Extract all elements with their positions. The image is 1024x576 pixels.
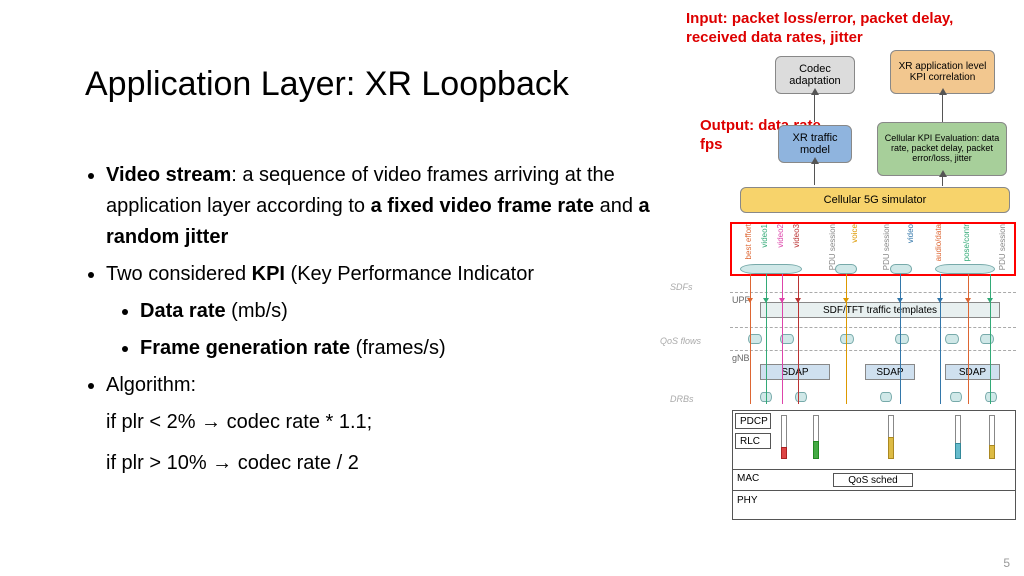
arrowhead-icon bbox=[897, 298, 903, 303]
text: Video stream bbox=[106, 164, 231, 186]
box-simulator: Cellular 5G simulator bbox=[740, 187, 1010, 213]
buffer-icon bbox=[955, 443, 961, 459]
sdf-label: voice bbox=[850, 224, 859, 243]
text: KPI bbox=[252, 263, 285, 285]
ellipse-icon bbox=[890, 264, 912, 274]
text: and bbox=[594, 195, 638, 217]
flow-line bbox=[940, 274, 941, 404]
algo-line-1: if plr < 2% → codec rate * 1.1; bbox=[106, 407, 660, 438]
label-sdfs: SDFs bbox=[670, 282, 693, 292]
bullet-algorithm: Algorithm: bbox=[106, 370, 660, 401]
bullet-data-rate: Data rate (mb/s) bbox=[140, 296, 660, 327]
sdf-label: PDU session bbox=[882, 224, 891, 270]
flow-line bbox=[782, 274, 783, 404]
ellipse-icon bbox=[895, 334, 909, 344]
flow-line bbox=[798, 274, 799, 404]
arrowhead-icon bbox=[795, 298, 801, 303]
ellipse-icon bbox=[935, 264, 995, 274]
label-gnb: gNB bbox=[732, 353, 750, 363]
arrowhead-icon bbox=[747, 298, 753, 303]
label-qos: QoS flows bbox=[660, 336, 701, 346]
arrowhead-icon bbox=[987, 298, 993, 303]
ellipse-icon bbox=[945, 334, 959, 344]
sdf-label: audio/data bbox=[934, 224, 943, 261]
sdf-label: PDU session bbox=[828, 224, 837, 270]
input-note: Input: packet loss/error, packet delay, … bbox=[686, 10, 1006, 48]
arrowhead-icon bbox=[843, 298, 849, 303]
label-drbs: DRBs bbox=[670, 394, 694, 404]
sdf-label: video2 bbox=[776, 224, 785, 248]
box-sdap-2: SDAP bbox=[865, 364, 915, 380]
buffer-icon bbox=[888, 437, 894, 459]
sdf-label: PDU session bbox=[998, 224, 1007, 270]
ellipse-icon bbox=[880, 392, 892, 402]
arrow-icon bbox=[814, 94, 815, 122]
box-sdf-tft: SDF/TFT traffic templates bbox=[760, 302, 1000, 318]
sdf-label: video1 bbox=[760, 224, 769, 248]
box-sdap-3: SDAP bbox=[945, 364, 1000, 380]
text: (mb/s) bbox=[226, 300, 288, 322]
flow-line bbox=[990, 274, 991, 404]
ellipse-icon bbox=[980, 334, 994, 344]
sdf-label: pose/contr bbox=[962, 224, 971, 261]
arrowhead-icon bbox=[779, 298, 785, 303]
buffer-icon bbox=[813, 441, 819, 459]
box-sdap-1: SDAP bbox=[760, 364, 830, 380]
arrow-icon bbox=[942, 94, 943, 122]
ellipse-icon bbox=[740, 264, 802, 274]
flow-line bbox=[968, 274, 969, 404]
label-rlc: RLC bbox=[735, 433, 771, 449]
label-pdcp: PDCP bbox=[735, 413, 771, 429]
flow-line bbox=[846, 274, 847, 404]
box-cellular-kpi: Cellular KPI Evaluation: data rate, pack… bbox=[877, 122, 1007, 176]
text: a fixed video frame rate bbox=[371, 195, 594, 217]
arrow-icon bbox=[814, 163, 815, 185]
label-phy: PHY bbox=[737, 495, 758, 506]
sdf-label: best effort bbox=[744, 224, 753, 259]
algo-line-2: if plr > 10% → codec rate / 2 bbox=[106, 448, 660, 479]
flow-line bbox=[750, 274, 751, 404]
bullet-fgr: Frame generation rate (frames/s) bbox=[140, 333, 660, 364]
sdf-label: video3 bbox=[792, 224, 801, 248]
box-qos-sched: QoS sched bbox=[833, 473, 913, 487]
ellipse-icon bbox=[835, 264, 857, 274]
architecture-diagram: Codec adaptation XR application level KP… bbox=[700, 50, 1020, 550]
ellipse-icon bbox=[950, 392, 962, 402]
slide-title: Application Layer: XR Loopback bbox=[85, 65, 569, 104]
text: Two considered bbox=[106, 263, 252, 285]
buffer-icon bbox=[781, 447, 787, 459]
flow-line bbox=[766, 274, 767, 404]
text: Data rate bbox=[140, 300, 226, 322]
ellipse-icon bbox=[840, 334, 854, 344]
buffer-icon bbox=[989, 445, 995, 459]
bullet-video-stream: Video stream: a sequence of video frames… bbox=[106, 160, 660, 253]
page-number: 5 bbox=[1003, 556, 1010, 570]
arrow-icon bbox=[942, 176, 943, 186]
arrowhead-icon bbox=[937, 298, 943, 303]
arrowhead-icon bbox=[763, 298, 769, 303]
text: (frames/s) bbox=[350, 337, 446, 359]
sdf-label: video bbox=[906, 224, 915, 243]
ellipse-icon bbox=[795, 392, 807, 402]
arrowhead-icon bbox=[965, 298, 971, 303]
bullet-list: Video stream: a sequence of video frames… bbox=[80, 160, 660, 479]
text: Frame generation rate bbox=[140, 337, 350, 359]
ellipse-icon bbox=[985, 392, 997, 402]
flow-line bbox=[900, 274, 901, 404]
label-mac: MAC bbox=[737, 473, 759, 484]
bullet-kpi: Two considered KPI (Key Performance Indi… bbox=[106, 259, 660, 364]
text: (Key Performance Indicator bbox=[285, 263, 534, 285]
